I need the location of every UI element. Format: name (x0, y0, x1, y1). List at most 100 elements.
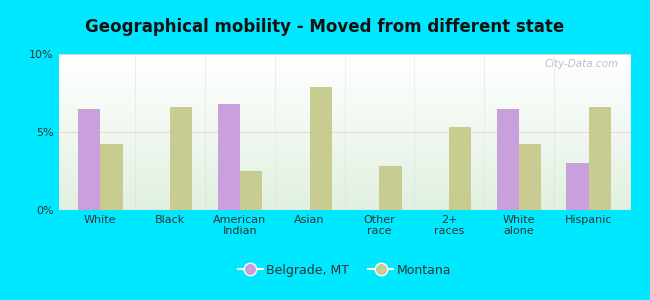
Bar (58, 79, 630, 80)
Bar (58, 54, 630, 56)
Bar (58, 149, 630, 151)
Bar (58, 184, 630, 185)
Bar (58, 121, 630, 123)
Bar (58, 204, 630, 205)
Bar (58, 109, 630, 110)
Bar (58, 85, 630, 87)
Bar (58, 93, 630, 94)
Text: City-Data.com: City-Data.com (545, 59, 619, 69)
Bar (58, 205, 630, 207)
Bar (58, 99, 630, 101)
Bar (58, 145, 630, 146)
Bar (58, 112, 630, 113)
Bar (58, 190, 630, 191)
Bar (218, 104, 240, 210)
Bar (589, 107, 611, 210)
Bar (58, 185, 630, 187)
Bar (58, 193, 630, 194)
Bar (58, 101, 630, 102)
Bar (58, 160, 630, 162)
Bar (58, 130, 630, 132)
Bar (519, 145, 541, 210)
Bar (58, 171, 630, 172)
Bar (58, 115, 630, 116)
Bar (58, 80, 630, 82)
Bar (58, 67, 630, 68)
Bar (58, 73, 630, 74)
Bar (58, 152, 630, 154)
Bar (58, 56, 630, 57)
Bar (58, 182, 630, 184)
Bar (58, 196, 630, 197)
Bar (58, 134, 630, 135)
Bar (58, 163, 630, 165)
Bar (58, 174, 630, 176)
Bar (58, 202, 630, 204)
Bar (58, 88, 630, 90)
Bar (58, 158, 630, 160)
Bar (58, 126, 630, 127)
Bar (58, 59, 630, 60)
Bar (58, 132, 630, 134)
Bar (58, 94, 630, 96)
Bar (58, 113, 630, 115)
Bar (170, 107, 192, 210)
Bar (58, 65, 630, 67)
Bar (58, 151, 630, 152)
Bar (58, 208, 630, 210)
Bar (58, 116, 630, 118)
Bar (58, 124, 630, 126)
Bar (58, 180, 630, 182)
Bar (58, 84, 630, 85)
Bar (58, 118, 630, 119)
Bar (58, 57, 630, 59)
Bar (58, 179, 630, 180)
Bar (58, 154, 630, 155)
Bar (58, 129, 630, 130)
Bar (58, 191, 630, 193)
Bar (58, 207, 630, 208)
Bar (58, 148, 630, 149)
Bar (58, 176, 630, 177)
Bar (58, 143, 630, 145)
Bar (58, 169, 630, 171)
Bar (58, 77, 630, 79)
Bar (58, 194, 630, 196)
Bar (58, 90, 630, 92)
Bar (58, 110, 630, 112)
Bar (58, 70, 630, 71)
Text: Geographical mobility - Moved from different state: Geographical mobility - Moved from diffe… (85, 18, 565, 36)
Bar (58, 162, 630, 163)
Bar (566, 163, 589, 210)
Bar (58, 98, 630, 99)
Bar (380, 166, 402, 210)
Bar (58, 168, 630, 170)
Bar (58, 140, 630, 141)
Bar (58, 102, 630, 104)
Bar (58, 74, 630, 76)
Bar (58, 141, 630, 143)
Bar (58, 119, 630, 121)
Bar (58, 60, 630, 62)
Bar (309, 87, 332, 210)
Bar (58, 187, 630, 188)
Bar (58, 155, 630, 157)
Bar (58, 71, 630, 73)
Bar (58, 107, 630, 109)
Bar (58, 127, 630, 129)
Bar (58, 123, 630, 124)
Bar (58, 135, 630, 137)
Bar (58, 82, 630, 84)
Legend: Belgrade, MT, Montana: Belgrade, MT, Montana (233, 259, 456, 282)
Bar (58, 92, 630, 93)
Bar (58, 201, 630, 202)
Bar (58, 172, 630, 174)
Bar (58, 68, 630, 70)
Bar (58, 166, 630, 168)
Bar (240, 171, 262, 210)
Bar (58, 177, 630, 179)
Bar (58, 137, 630, 138)
Bar (449, 127, 471, 210)
Bar (58, 96, 630, 98)
Bar (78, 109, 100, 210)
